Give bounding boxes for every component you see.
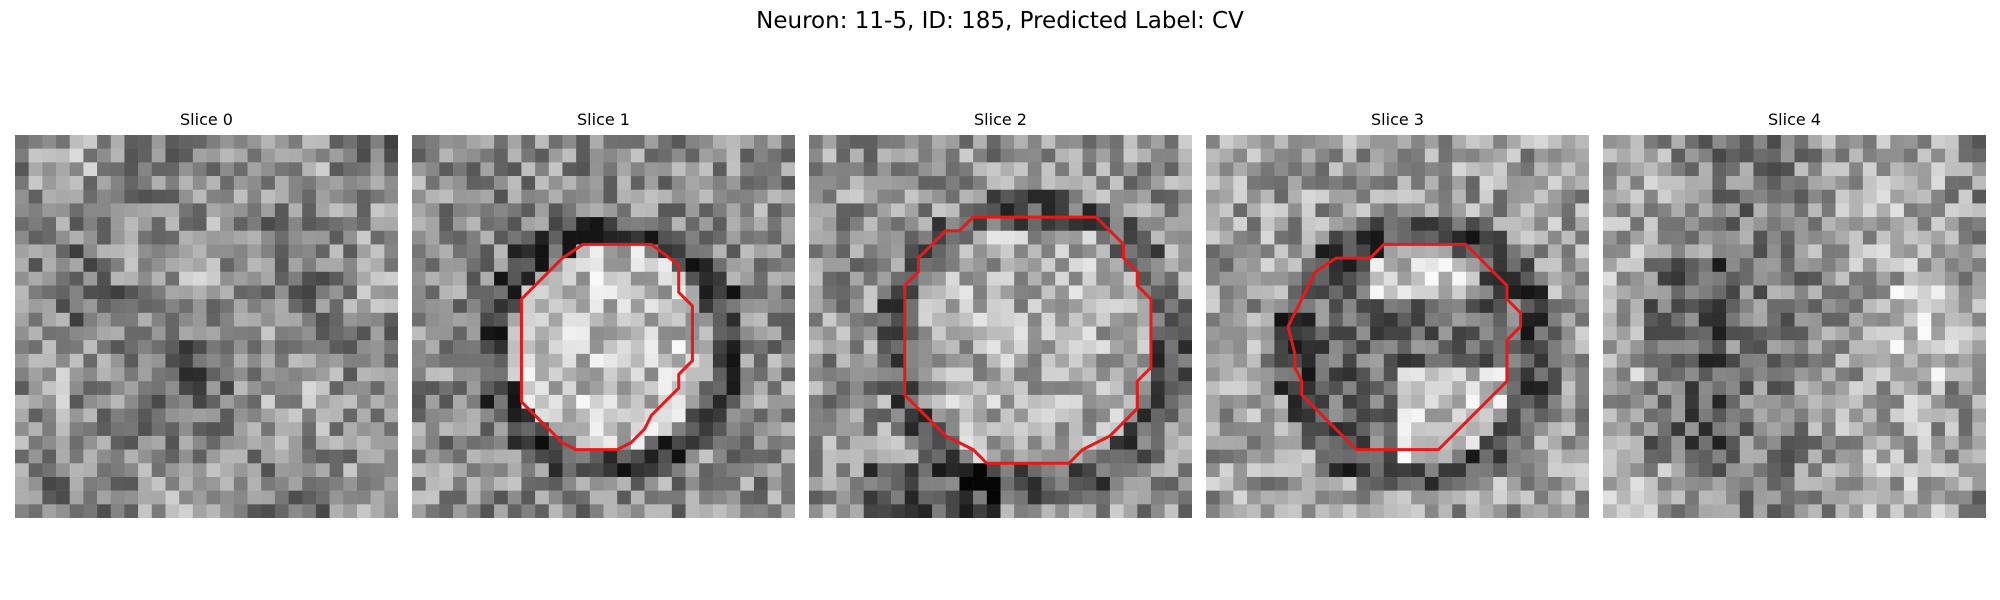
- slice-pixels: [412, 135, 795, 518]
- slice-image-1: [412, 135, 795, 518]
- slice-pixels: [15, 135, 398, 518]
- slice-title: Slice 4: [1768, 110, 1821, 129]
- slice-image-0: [15, 135, 398, 518]
- cell-contour: [519, 242, 694, 452]
- cell-contour: [1286, 242, 1523, 452]
- slice-title: Slice 3: [1371, 110, 1424, 129]
- slice-title: Slice 0: [180, 110, 233, 129]
- slice-image-3: [1206, 135, 1589, 518]
- slice-title: Slice 2: [974, 110, 1027, 129]
- cell-contour: [903, 215, 1153, 465]
- slice-title: Slice 1: [577, 110, 630, 129]
- slice-panel-3: Slice 3: [1206, 108, 1589, 518]
- slice-pixels: [809, 135, 1192, 518]
- slice-panel-1: Slice 1: [412, 108, 795, 518]
- slice-image-2: [809, 135, 1192, 518]
- slice-panel-4: Slice 4: [1603, 108, 1986, 518]
- slice-pixels: [1206, 135, 1589, 518]
- slice-panel-0: Slice 0: [15, 108, 398, 518]
- slice-image-4: [1603, 135, 1986, 518]
- figure-title: Neuron: 11-5, ID: 185, Predicted Label: …: [756, 8, 1244, 34]
- slice-panel-2: Slice 2: [809, 108, 1192, 518]
- slice-pixels: [1603, 135, 1986, 518]
